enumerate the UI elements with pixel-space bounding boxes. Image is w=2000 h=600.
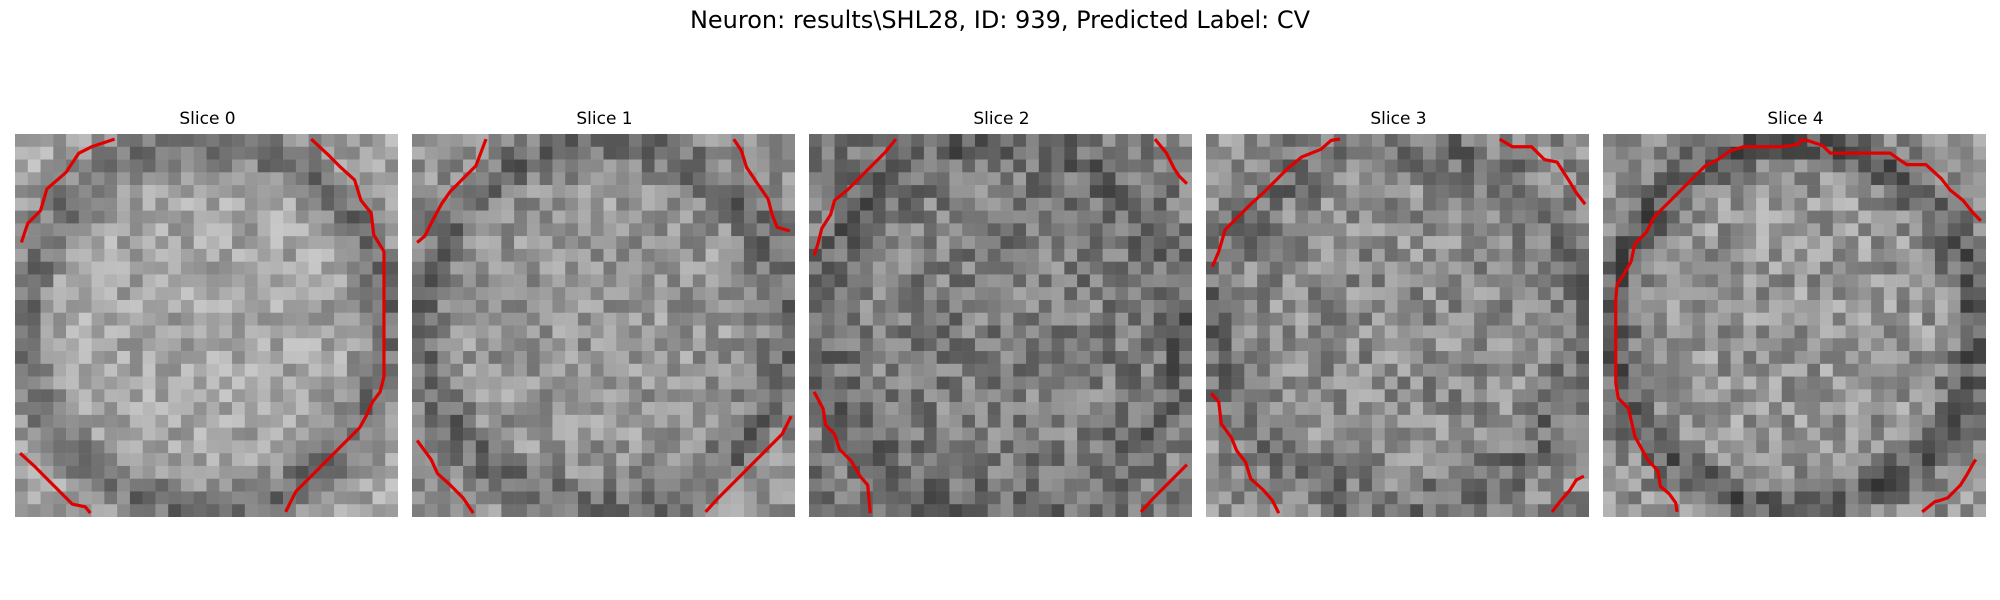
slice-panel-4: Slice 4 <box>1603 108 1988 517</box>
slice-title-3: Slice 3 <box>1370 109 1427 129</box>
contour-line <box>812 391 872 514</box>
contour-line <box>1209 392 1281 514</box>
slice-title-0: Slice 0 <box>179 109 236 129</box>
contour-line <box>416 138 488 244</box>
slice-title-2: Slice 2 <box>973 109 1030 129</box>
contour-line <box>415 439 475 515</box>
slice-image-1 <box>412 134 795 517</box>
contour-line <box>284 137 386 513</box>
figure-title: Neuron: results\SHL28, ID: 939, Predicte… <box>689 6 1311 34</box>
slice-image-0 <box>15 134 398 517</box>
slice-panel-3: Slice 3 <box>1206 108 1591 517</box>
slice-title-4: Slice 4 <box>1767 109 1824 129</box>
slice-panel-0: Slice 0 <box>15 108 400 517</box>
slice-panel-2: Slice 2 <box>809 108 1194 517</box>
contour-line <box>19 451 92 515</box>
contour-line <box>1614 260 1679 513</box>
contour-line <box>1498 137 1587 206</box>
contour-line <box>1139 463 1189 513</box>
contour-line <box>1921 458 1978 514</box>
contour-line <box>19 137 116 244</box>
slice-image-4 <box>1603 134 1986 517</box>
slice-title-1: Slice 1 <box>576 109 633 129</box>
contour-line <box>1153 138 1189 185</box>
slice-image-2 <box>809 134 1192 517</box>
contour-line <box>1629 138 1983 263</box>
contour-line <box>1550 474 1585 513</box>
contour-line <box>1210 137 1341 268</box>
contour-line <box>732 138 791 233</box>
contour-line <box>704 415 793 513</box>
slice-image-3 <box>1206 134 1589 517</box>
contour-line <box>812 138 898 256</box>
slice-panel-1: Slice 1 <box>412 108 797 517</box>
